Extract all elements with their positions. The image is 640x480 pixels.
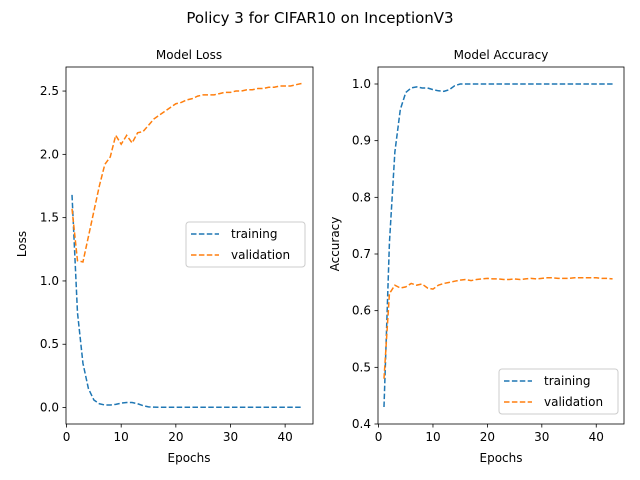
accuracy-legend-label-1: validation — [544, 395, 603, 409]
accuracy-y-tick-label-2: 0.6 — [352, 304, 371, 318]
loss-chart: Model Loss 0 10 20 30 40 0.0 0.5 1.0 1.5 2.0 2.5 tr… — [15, 48, 314, 465]
accuracy-y-tick-label-3: 0.7 — [352, 247, 371, 261]
loss-x-tick-label-1: 10 — [114, 430, 129, 444]
accuracy-y-tick-label-4: 0.8 — [352, 190, 371, 204]
loss-axes-frame — [65, 66, 314, 425]
loss-series-line-1 — [71, 82, 302, 263]
accuracy-legend-label-0: training — [544, 374, 591, 388]
loss-y-tick-label-0: 0.0 — [40, 401, 59, 415]
accuracy-x-tick-label-0: 0 — [375, 430, 383, 444]
accuracy-x-tick-label-4: 40 — [589, 430, 604, 444]
accuracy-series-line-0 — [383, 83, 613, 408]
loss-y-tick-label-2: 1.0 — [40, 274, 59, 288]
loss-y-tick-label-5: 2.5 — [40, 84, 59, 98]
accuracy-x-tick-label-3: 30 — [534, 430, 549, 444]
loss-y-tick-label-4: 2.0 — [40, 147, 59, 161]
accuracy-series-line-1 — [383, 277, 613, 379]
loss-series-line-0 — [71, 194, 302, 409]
loss-legend-label-0: training — [231, 227, 278, 241]
loss-x-axis-label: Epochs — [168, 451, 211, 465]
accuracy-y-tick-label-6: 1.0 — [352, 77, 371, 91]
figure-title: Policy 3 for CIFAR10 on InceptionV3 — [186, 9, 453, 27]
loss-y-axis-label: Loss — [15, 231, 29, 257]
loss-legend: training validation — [185, 221, 306, 268]
accuracy-x-tick-label-1: 10 — [425, 430, 440, 444]
loss-x-tick-label-4: 40 — [277, 430, 292, 444]
accuracy-plot-area: 0 10 20 30 40 0.4 0.5 0.6 0.7 0.8 0.9 1.0 training va… — [352, 66, 625, 444]
accuracy-y-tick-label-0: 0.4 — [352, 417, 371, 431]
loss-chart-title: Model Loss — [156, 48, 222, 62]
loss-y-tick-label-1: 0.5 — [40, 337, 59, 351]
accuracy-x-tick-label-2: 20 — [480, 430, 495, 444]
accuracy-chart-title: Model Accuracy — [454, 48, 549, 62]
loss-plot-area: 0 10 20 30 40 0.0 0.5 1.0 1.5 2.0 2.5 training valid… — [40, 66, 314, 444]
accuracy-axes-frame — [377, 66, 625, 425]
loss-legend-label-1: validation — [231, 248, 290, 262]
accuracy-y-tick-label-5: 0.9 — [352, 134, 371, 148]
loss-x-tick-label-0: 0 — [63, 430, 71, 444]
loss-y-tick-label-3: 1.5 — [40, 211, 59, 225]
accuracy-chart: Model Accuracy 0 10 20 30 400.40.50.60.70.80… — [328, 48, 625, 465]
accuracy-x-axis-label: Epochs — [480, 451, 523, 465]
loss-x-tick-label-3: 30 — [223, 430, 238, 444]
accuracy-y-axis-label: Accuracy — [328, 217, 342, 272]
loss-x-tick-label-2: 20 — [168, 430, 183, 444]
accuracy-legend: training validation — [498, 368, 619, 415]
accuracy-y-tick-label-1: 0.5 — [352, 360, 371, 374]
